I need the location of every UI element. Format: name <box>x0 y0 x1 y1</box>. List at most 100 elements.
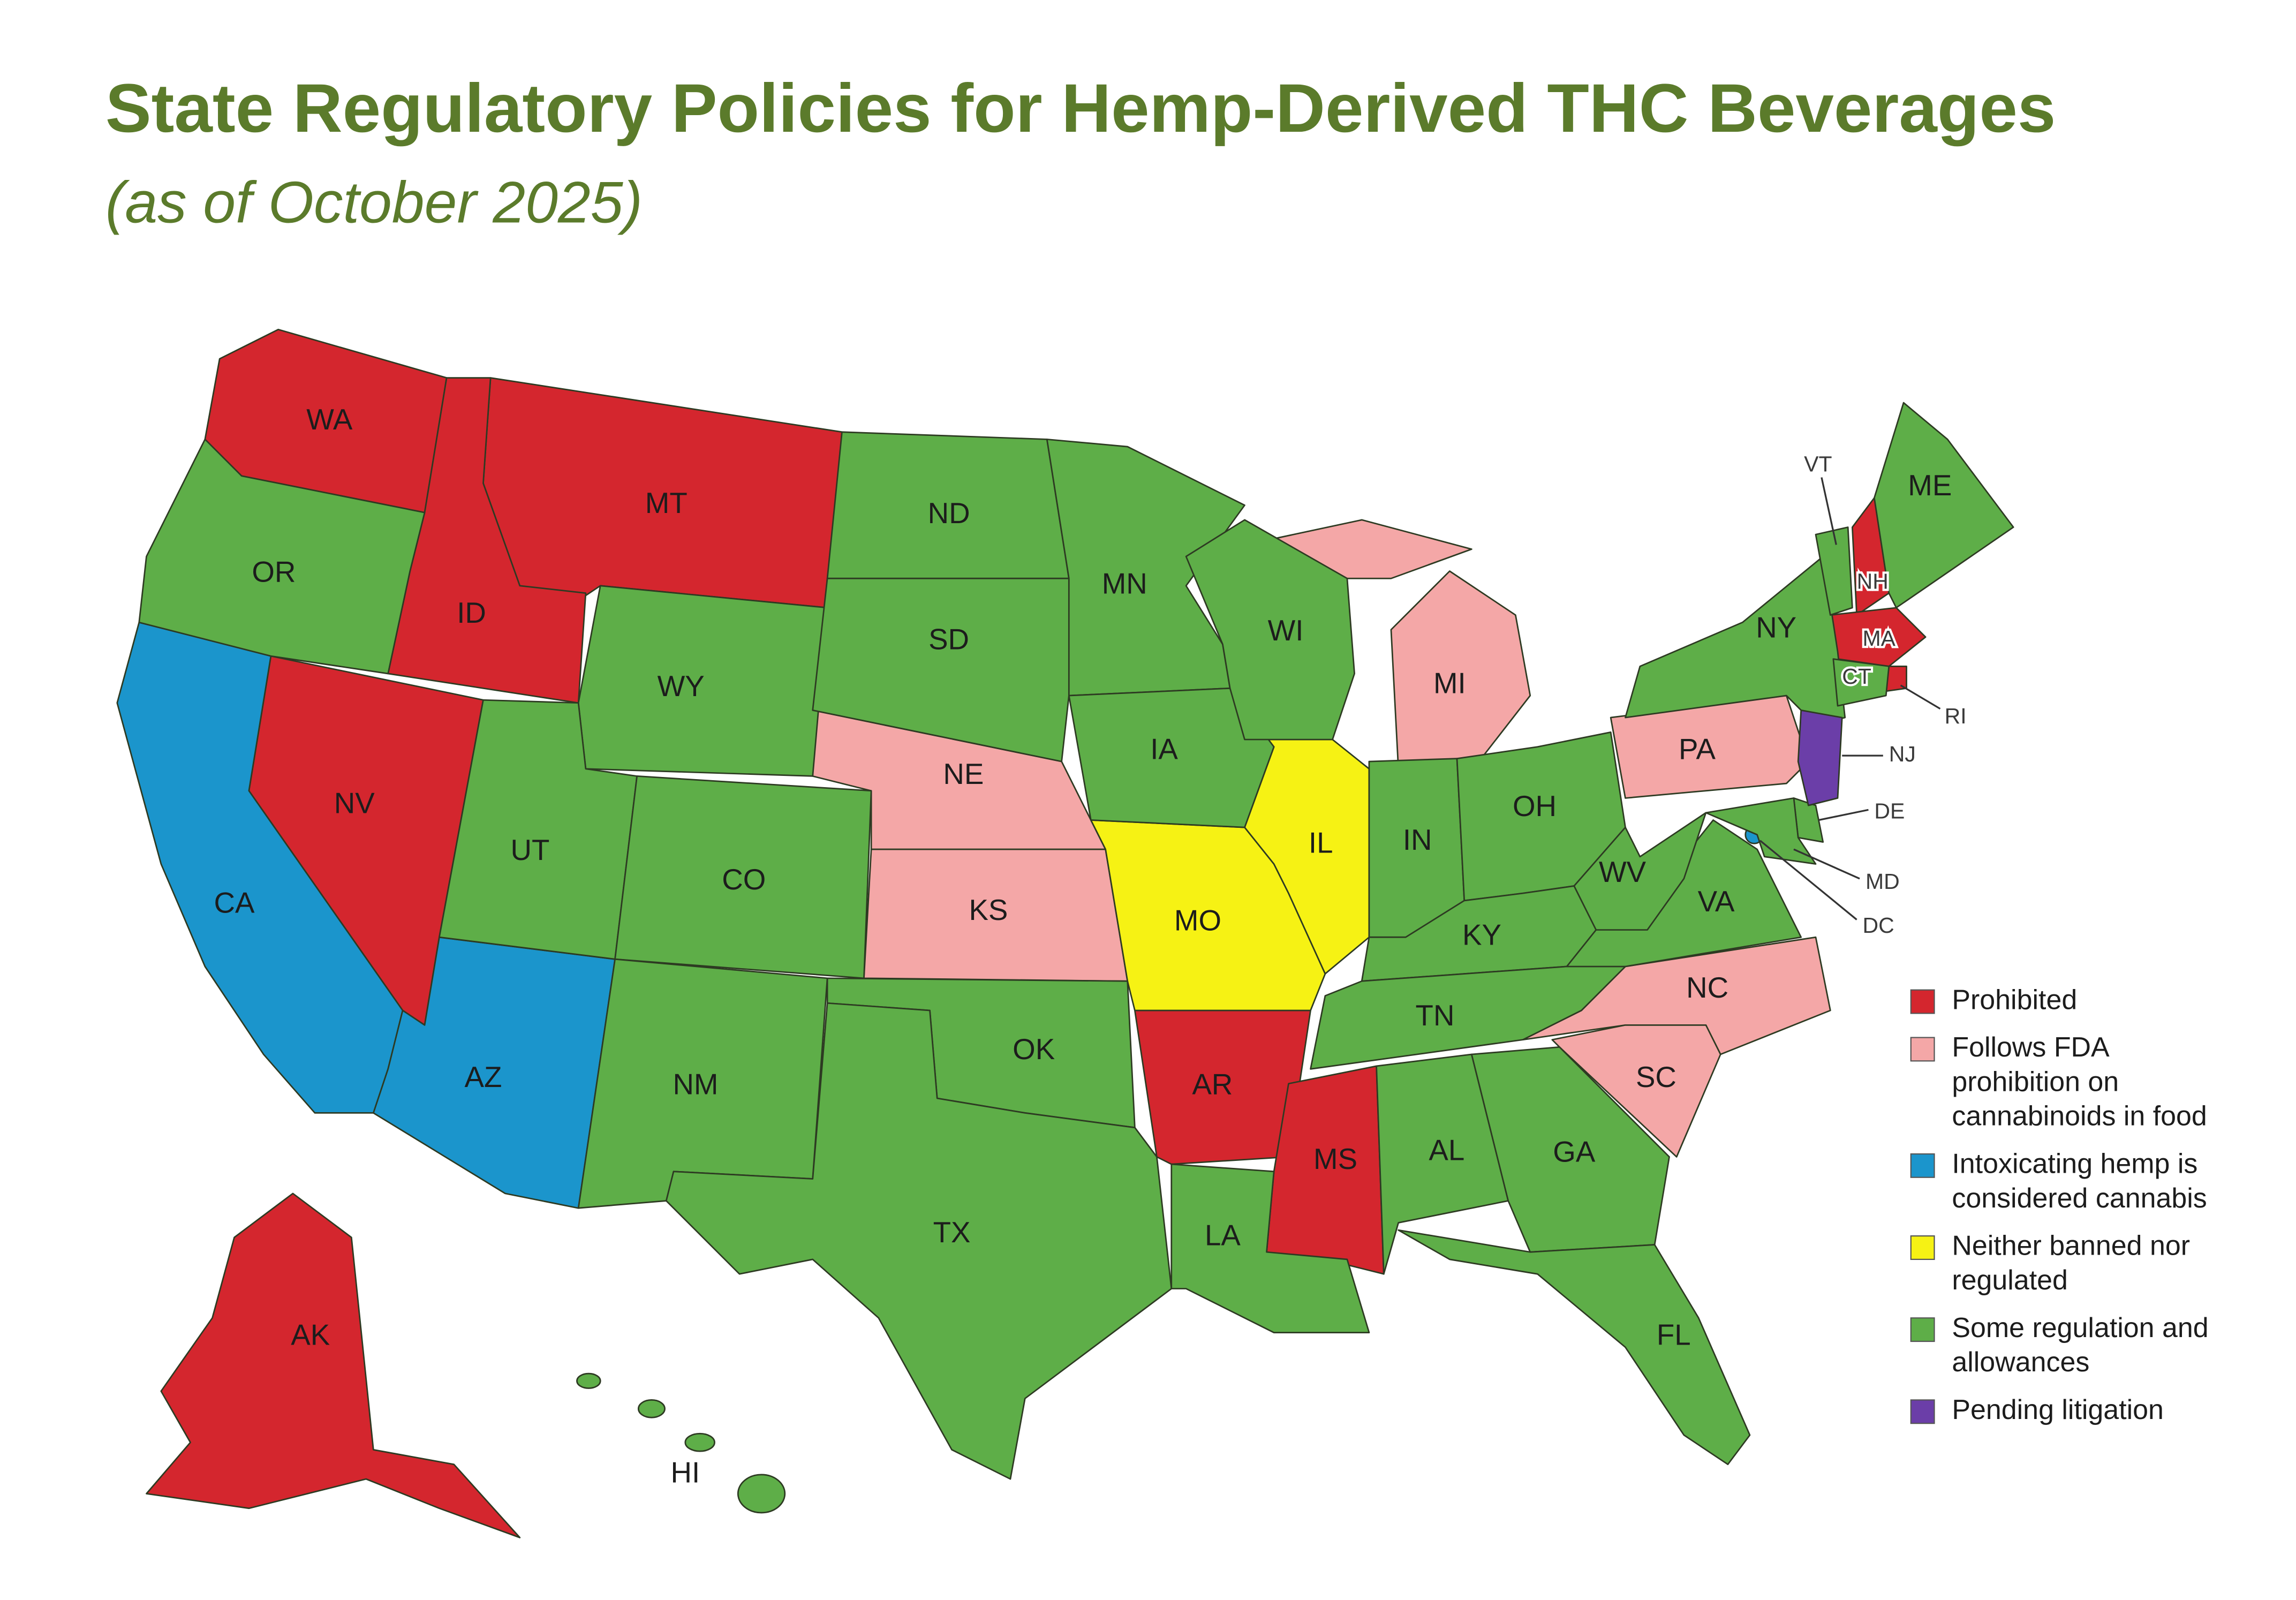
state-label: OR <box>252 555 296 588</box>
states <box>116 328 2014 1538</box>
state-label: MO <box>1174 903 1221 937</box>
legend-swatch <box>1910 1153 1935 1178</box>
state-label: AL <box>1429 1134 1464 1167</box>
state-label: LA <box>1205 1218 1241 1251</box>
state-shape <box>1625 555 1846 726</box>
leader-line <box>1818 809 1869 821</box>
state-shape <box>1815 526 1853 616</box>
state-shape <box>1376 1053 1509 1275</box>
subtitle: (as of October 2025) <box>105 170 643 236</box>
state-shape <box>146 1193 521 1538</box>
state-shape <box>1170 1163 1370 1333</box>
state-shape <box>737 1474 786 1514</box>
state-shape <box>1398 1229 1751 1466</box>
title: State Regulatory Policies for Hemp-Deriv… <box>105 70 2056 147</box>
state-label: MI <box>1433 666 1466 699</box>
state-label: AR <box>1192 1068 1233 1101</box>
state-label: IA <box>1150 732 1178 765</box>
state-shape <box>577 585 828 777</box>
state-shape <box>684 1432 715 1452</box>
legend-label: allowances <box>1952 1347 2089 1378</box>
state-label: OK <box>1013 1032 1055 1066</box>
state-label: IL <box>1309 826 1333 859</box>
state-shape <box>812 577 1070 763</box>
state-label: TX <box>933 1216 971 1249</box>
state-label: NC <box>1686 971 1728 1004</box>
state-label: UT <box>511 833 550 866</box>
state-label: SC <box>1636 1060 1676 1093</box>
state-label: NY <box>1756 610 1796 644</box>
state-label: WA <box>306 403 353 436</box>
state-label: CA <box>214 886 255 919</box>
state-label: VT <box>1804 451 1832 476</box>
legend-label: Prohibited <box>1952 984 2077 1015</box>
legend-label: Pending litigation <box>1952 1394 2164 1425</box>
state-shape <box>637 1399 666 1418</box>
state-label: VA <box>1698 885 1735 918</box>
leader-line <box>1900 684 1941 710</box>
state-label: FL <box>1657 1318 1691 1351</box>
leader-line <box>1821 477 1837 545</box>
state-shape <box>1573 812 1707 931</box>
state-label: CO <box>722 863 766 896</box>
state-shape <box>665 1002 1173 1480</box>
legend-label: considered cannabis <box>1952 1183 2207 1214</box>
legend-label: Intoxicating hemp is <box>1952 1149 2197 1180</box>
legend-swatch <box>1910 1235 1935 1260</box>
legend-label: Neither banned nor <box>1952 1231 2190 1262</box>
leader-line <box>1793 848 1860 880</box>
legend-swatch <box>1910 1037 1935 1062</box>
state-label: DC <box>1863 913 1894 938</box>
state-label: AK <box>291 1318 330 1351</box>
state-label: KY <box>1462 918 1501 952</box>
state-shape <box>1185 519 1355 741</box>
state-shape <box>116 621 404 1114</box>
state-labels: WA MT ID NV AR MS NH MA RI AK NE KS MI PA NC SC CA AZ DC MO… <box>214 403 1969 1489</box>
state-shape <box>576 1372 601 1389</box>
state-label: ME <box>1908 469 1952 502</box>
state-label: RI <box>1945 704 1967 728</box>
state-label: SD <box>928 622 969 655</box>
state-label: TN <box>1416 999 1455 1032</box>
state-label: NE <box>943 757 984 790</box>
legend-label: Some regulation and <box>1952 1312 2208 1344</box>
state-shape <box>1310 965 1626 1070</box>
state-label: AZ <box>465 1060 502 1093</box>
state-label: MD <box>1865 869 1900 894</box>
state-label: PA <box>1679 732 1716 765</box>
state-label: OH <box>1513 789 1557 822</box>
state-label: NJ <box>1889 742 1916 766</box>
leader-line <box>1759 840 1857 920</box>
state-label: GA <box>1553 1135 1596 1168</box>
state-shape <box>1705 797 1817 865</box>
state-label: WV <box>1599 855 1647 888</box>
state-label: MT <box>645 486 688 519</box>
state-label: IN <box>1403 823 1432 856</box>
legend-swatch <box>1910 1399 1935 1424</box>
state-shape <box>1068 687 1275 828</box>
state-label: MA <box>1863 626 1896 651</box>
legend-swatch <box>1910 1317 1935 1342</box>
state-label: MN <box>1102 567 1147 600</box>
state-shape <box>1874 402 2014 609</box>
legend-label: cannabinoids in food <box>1952 1101 2207 1132</box>
state-label: MS <box>1313 1142 1357 1175</box>
state-label: HI <box>670 1455 700 1489</box>
legend-label: prohibition on <box>1952 1066 2119 1097</box>
legend-label: regulated <box>1952 1265 2068 1296</box>
state-label: WI <box>1268 614 1304 647</box>
state-label: KS <box>969 893 1008 926</box>
state-shape <box>1832 658 1890 707</box>
legend-swatch <box>1910 989 1935 1014</box>
state-label: NV <box>334 787 375 820</box>
legend-label: Follows FDA <box>1952 1032 2110 1063</box>
state-label: CT <box>1842 664 1871 689</box>
state-label: ID <box>457 596 486 629</box>
state-shape <box>1797 709 1843 806</box>
state-label: DE <box>1874 799 1905 824</box>
state-label: WY <box>658 669 705 703</box>
state-label: ND <box>928 496 970 530</box>
